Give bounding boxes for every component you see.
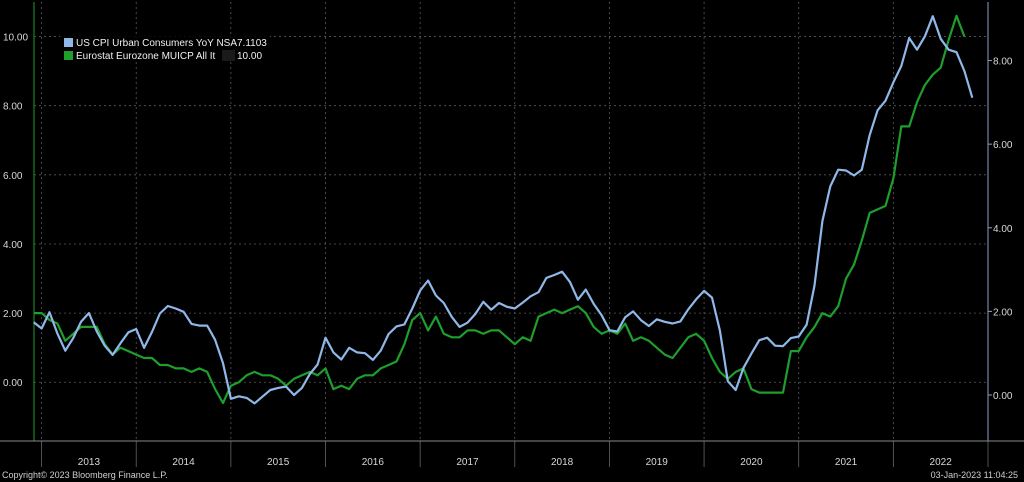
timestamp-text: 03-Jan-2023 11:04:25 bbox=[930, 470, 1018, 480]
left-tick-label: 8.00 bbox=[3, 102, 23, 113]
chart: 0.00 2.00 4.00 6.00 8.00 10.00 0.00 2.00 4.00 6.… bbox=[0, 2, 1024, 468]
left-tick-label: 6.00 bbox=[3, 171, 23, 182]
copyright-text: Copyright© 2023 Bloomberg Finance L.P. bbox=[2, 470, 168, 480]
left-tick-label: 2.00 bbox=[3, 309, 23, 320]
x-tick-label: 2017 bbox=[456, 457, 479, 468]
x-tick-label: 2014 bbox=[172, 457, 195, 468]
right-tick-label: 6.00 bbox=[993, 140, 1013, 151]
axes bbox=[0, 2, 1024, 442]
left-tick-label: 10.00 bbox=[3, 33, 28, 44]
x-tick-label: 2015 bbox=[267, 457, 290, 468]
x-tick-label: 2016 bbox=[362, 457, 385, 468]
legend-value-box bbox=[222, 50, 235, 61]
legend-value-us-cpi: 7.1103 bbox=[237, 38, 267, 49]
right-tick-label: 0.00 bbox=[993, 391, 1013, 402]
legend-value-eurozone: 10.00 bbox=[237, 51, 262, 62]
x-axis-labels: 2013 2014 2015 2016 2017 2018 2019 2020 2021 2022 bbox=[78, 457, 952, 468]
gridlines bbox=[34, 2, 989, 467]
right-tick-label: 2.00 bbox=[993, 307, 1013, 318]
right-tick-label: 8.00 bbox=[993, 57, 1013, 68]
left-axis-ticks: 0.00 2.00 4.00 6.00 8.00 10.00 bbox=[3, 33, 28, 390]
x-tick-label: 2022 bbox=[930, 457, 953, 468]
series-line-eurozone-hicp bbox=[33, 14, 966, 405]
legend-swatch-eurozone bbox=[64, 51, 73, 60]
x-tick-label: 2021 bbox=[835, 457, 858, 468]
legend-label-us-cpi: US CPI Urban Consumers YoY NSA bbox=[76, 38, 237, 49]
x-tick-label: 2019 bbox=[646, 457, 669, 468]
series-line-us-cpi bbox=[33, 15, 974, 405]
right-tick-label: 4.00 bbox=[993, 224, 1013, 235]
right-axis-ticks: 0.00 2.00 4.00 6.00 8.00 bbox=[988, 57, 1013, 402]
left-tick-label: 4.00 bbox=[3, 240, 23, 251]
legend-label-eurozone: Eurostat Eurozone MUICP All It bbox=[76, 51, 216, 62]
x-tick-label: 2020 bbox=[740, 457, 763, 468]
x-tick-label: 2018 bbox=[551, 457, 574, 468]
legend: US CPI Urban Consumers YoY NSA 7.1103 Eu… bbox=[60, 34, 270, 62]
series-layer bbox=[33, 14, 974, 405]
x-tick-label: 2013 bbox=[78, 457, 101, 468]
legend-swatch-us-cpi bbox=[64, 38, 73, 47]
left-tick-label: 0.00 bbox=[3, 378, 23, 389]
